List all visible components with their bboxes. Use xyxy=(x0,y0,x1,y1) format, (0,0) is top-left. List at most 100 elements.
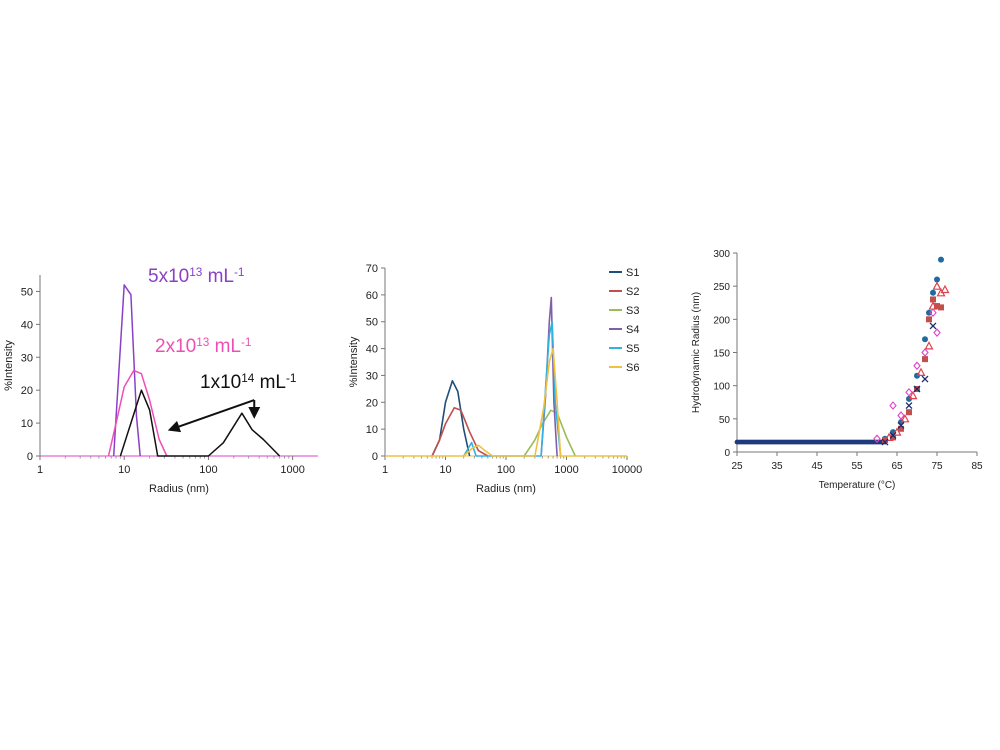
y-tick-label: 300 xyxy=(713,249,730,260)
y-tick-label: 100 xyxy=(713,382,730,393)
chart-1: 0 10 20 30 40 50 1 10 100 1000 Radius (nm) %Intensi… xyxy=(3,266,318,495)
data-point xyxy=(890,434,896,441)
data-point xyxy=(929,308,937,318)
scatter-series-1 xyxy=(882,256,944,442)
label-text: mL xyxy=(202,266,234,287)
label-text: mL xyxy=(209,336,241,357)
data-point xyxy=(922,356,928,363)
data-point xyxy=(900,414,910,423)
data-point xyxy=(921,348,929,357)
data-point xyxy=(889,431,897,439)
data-point xyxy=(898,425,904,432)
legend-label-s2: S2 xyxy=(626,286,639,298)
data-point xyxy=(881,438,889,446)
superscript: 13 xyxy=(196,336,210,349)
concentration-label-1: 5x1013 mL-1 xyxy=(148,266,244,288)
data-point xyxy=(892,427,902,436)
superscript: 13 xyxy=(189,266,203,279)
superscript: -1 xyxy=(286,372,296,385)
data-point xyxy=(930,289,936,296)
series-line-3 xyxy=(119,389,281,457)
series-line-s3 xyxy=(523,409,577,457)
y-tick-label: 10 xyxy=(366,424,378,436)
x-tick-label: 1 xyxy=(382,464,388,476)
data-point xyxy=(940,284,950,294)
series-line-s2 xyxy=(431,406,489,457)
x-tick-label: 65 xyxy=(891,461,903,472)
y-tick-label: 0 xyxy=(27,451,33,463)
series-line-1 xyxy=(112,284,141,457)
data-point xyxy=(924,341,934,350)
superscript: -1 xyxy=(241,336,251,349)
data-point xyxy=(934,303,940,310)
baseline-cluster xyxy=(734,439,888,445)
y-tick-label: 30 xyxy=(366,370,378,382)
x-tick-label: 75 xyxy=(931,461,943,472)
x-axis-label: Radius (nm) xyxy=(476,483,536,495)
label-text: 1x10 xyxy=(200,372,241,393)
x-tick-label: 100 xyxy=(497,464,515,476)
scatter-series-2 xyxy=(882,296,944,444)
y-tick-label: 50 xyxy=(366,317,378,329)
data-point xyxy=(897,411,905,420)
data-point xyxy=(929,322,937,330)
x-tick-label: 85 xyxy=(971,461,983,472)
x-tick-label: 10000 xyxy=(612,464,643,476)
scatter-series-4 xyxy=(873,308,941,444)
y-tick-label: 0 xyxy=(372,451,378,463)
data-point xyxy=(906,409,912,416)
y-tick-label: 40 xyxy=(366,344,378,356)
y-axis-label: %Intensity xyxy=(348,336,360,387)
concentration-label-2: 2x1013 mL-1 xyxy=(155,336,251,358)
data-point xyxy=(938,256,944,263)
scatter-series-5 xyxy=(881,322,937,446)
data-point xyxy=(889,401,897,410)
label-text: mL xyxy=(254,372,286,393)
y-tick-label: 20 xyxy=(21,385,33,397)
legend-label-s3: S3 xyxy=(626,305,639,317)
y-tick-label: 50 xyxy=(719,415,731,426)
series-line-2 xyxy=(107,369,168,457)
y-tick-label: 250 xyxy=(713,282,730,293)
y-tick-label: 60 xyxy=(366,290,378,302)
data-point xyxy=(922,336,928,343)
data-point xyxy=(897,422,905,429)
chart-3: 0 50 100 150 200 250 300 25 35 45 55 65 75 85 Temperat… xyxy=(691,249,983,491)
y-tick-label: 0 xyxy=(724,448,730,459)
x-axis-label: Temperature (°C) xyxy=(819,480,896,491)
chart-2: 0 10 20 30 40 50 60 70 1 10 100 1000 10000 Radius (nm… xyxy=(348,263,643,495)
legend-label-s1: S1 xyxy=(626,267,639,279)
y-tick-label: 200 xyxy=(713,315,730,326)
x-tick-label: 55 xyxy=(851,461,863,472)
concentration-label-3: 1x1014 mL-1 xyxy=(200,372,296,394)
data-point xyxy=(938,304,944,311)
data-point xyxy=(913,361,921,371)
y-axis-label: Hydrodynamic Radius (nm) xyxy=(691,292,702,413)
data-point xyxy=(916,367,926,376)
data-point xyxy=(926,309,932,316)
x-tick-label: 1 xyxy=(37,464,43,476)
y-tick-label: 150 xyxy=(713,349,730,360)
y-tick-label: 20 xyxy=(366,397,378,409)
x-tick-label: 35 xyxy=(771,461,783,472)
x-tick-label: 45 xyxy=(811,461,823,472)
label-text: 2x10 xyxy=(155,336,196,357)
annotation-arrow-1 xyxy=(167,399,255,433)
data-point xyxy=(933,328,941,337)
data-point xyxy=(873,434,881,444)
x-tick-label: 10 xyxy=(118,464,130,476)
data-point xyxy=(930,296,936,303)
data-point xyxy=(905,387,913,397)
x-tick-label: 1000 xyxy=(554,464,578,476)
x-tick-label: 100 xyxy=(199,464,217,476)
x-tick-label: 10 xyxy=(439,464,451,476)
data-point xyxy=(934,276,940,283)
y-axis-label: %Intensity xyxy=(3,340,15,391)
data-point xyxy=(905,402,913,410)
superscript: 14 xyxy=(241,372,255,385)
data-point xyxy=(932,281,942,290)
legend-label-s4: S4 xyxy=(626,324,639,336)
y-tick-label: 40 xyxy=(21,319,33,331)
y-tick-label: 10 xyxy=(21,418,33,430)
legend-label-s5: S5 xyxy=(626,343,639,355)
